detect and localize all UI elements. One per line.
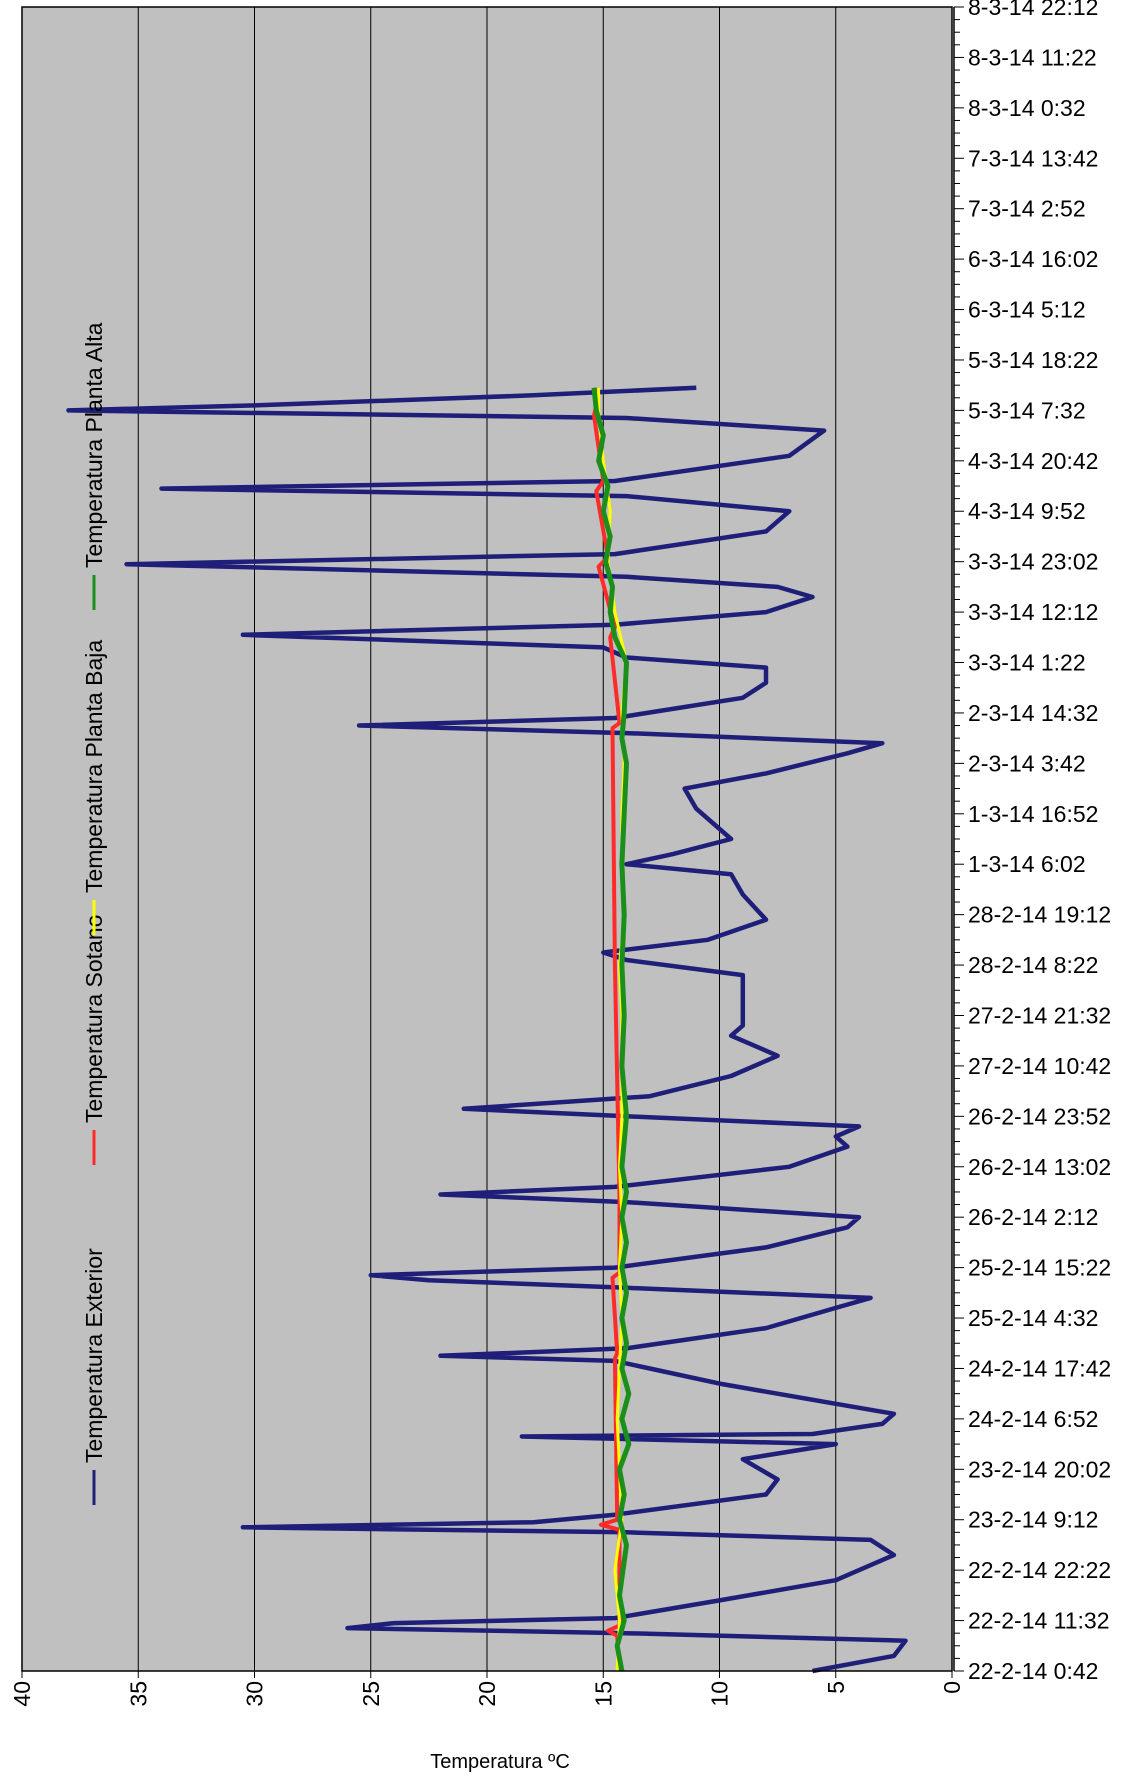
series-lines bbox=[66, 385, 908, 1674]
time-tick-label: 24-2-14 17:42 bbox=[968, 1355, 1111, 1381]
temp-tick-label: 35 bbox=[125, 1681, 151, 1707]
temperature-axis: 0 5 10 15 20 25 30 35 40 bbox=[9, 1671, 965, 1707]
time-tick-label: 8-3-14 22:12 bbox=[968, 0, 1098, 20]
legend: Temperatura Exterior Temperatura Sotano Te… bbox=[81, 322, 107, 1505]
time-tick-label: 4-3-14 9:52 bbox=[968, 498, 1086, 524]
time-tick-label: 6-3-14 5:12 bbox=[968, 297, 1086, 323]
time-tick-label: 3-3-14 12:12 bbox=[968, 599, 1098, 625]
time-tick-label: 2-3-14 14:32 bbox=[968, 700, 1098, 726]
temp-tick-label: 40 bbox=[9, 1681, 35, 1707]
series-line bbox=[591, 387, 632, 1672]
time-tick-label: 28-2-14 8:22 bbox=[968, 952, 1098, 978]
time-tick-label: 26-2-14 2:12 bbox=[968, 1204, 1098, 1230]
time-tick-label: 2-3-14 3:42 bbox=[968, 750, 1086, 776]
temp-tick-label: 25 bbox=[358, 1681, 384, 1707]
time-tick-label: 7-3-14 13:42 bbox=[968, 145, 1098, 171]
legend-label: Temperatura Planta Baja bbox=[81, 640, 107, 893]
legend-label: Temperatura Planta Alta bbox=[81, 322, 107, 568]
time-tick-label: 27-2-14 10:42 bbox=[968, 1053, 1111, 1079]
time-tick-label: 8-3-14 11:22 bbox=[968, 44, 1097, 70]
time-tick-label: 23-2-14 9:12 bbox=[968, 1507, 1098, 1533]
series-line bbox=[66, 385, 908, 1674]
time-tick-label: 8-3-14 0:32 bbox=[968, 95, 1086, 121]
legend-label: Temperatura Sotano bbox=[81, 915, 107, 1123]
temp-tick-label: 20 bbox=[474, 1681, 500, 1707]
time-axis: 22-2-14 0:42 22-2-14 11:32 22-2-14 22:22 23… bbox=[953, 0, 1111, 1684]
time-tick-label: 23-2-14 20:02 bbox=[968, 1456, 1111, 1482]
time-tick-label: 6-3-14 16:02 bbox=[968, 246, 1098, 272]
time-tick-label: 3-3-14 23:02 bbox=[968, 549, 1098, 575]
time-tick-label: 24-2-14 6:52 bbox=[968, 1406, 1098, 1432]
legend-group: Temperatura Exterior Temperatura Sotano Te… bbox=[81, 322, 107, 1505]
time-tick-label: 7-3-14 2:52 bbox=[968, 196, 1086, 222]
time-tick-label: 28-2-14 19:12 bbox=[968, 902, 1111, 928]
time-tick-label: 5-3-14 7:32 bbox=[968, 397, 1086, 423]
legend-label: Temperatura Exterior bbox=[81, 1248, 107, 1463]
time-tick-label: 26-2-14 23:52 bbox=[968, 1103, 1111, 1129]
gridlines bbox=[137, 7, 837, 1671]
time-tick-label: 5-3-14 18:22 bbox=[968, 347, 1098, 373]
temp-tick-label: 5 bbox=[823, 1681, 849, 1694]
time-tick-label: 22-2-14 11:32 bbox=[968, 1608, 1110, 1634]
time-tick-label: 26-2-14 13:02 bbox=[968, 1154, 1111, 1180]
time-tick-label: 25-2-14 4:32 bbox=[968, 1305, 1098, 1331]
time-tick-label: 25-2-14 15:22 bbox=[968, 1255, 1111, 1281]
time-tick-label: 22-2-14 0:42 bbox=[968, 1658, 1098, 1684]
temp-tick-label: 0 bbox=[939, 1681, 965, 1694]
time-tick-label: 4-3-14 20:42 bbox=[968, 448, 1098, 474]
time-tick-label: 1-3-14 6:02 bbox=[968, 851, 1086, 877]
temp-tick-label: 10 bbox=[707, 1681, 733, 1707]
time-tick-label: 3-3-14 1:22 bbox=[968, 650, 1086, 676]
x-axis-title: Temperatura ºC bbox=[430, 1751, 570, 1773]
time-tick-label: 27-2-14 21:32 bbox=[968, 1002, 1111, 1028]
time-tick-label: 1-3-14 16:52 bbox=[968, 801, 1098, 827]
temp-tick-label: 30 bbox=[242, 1681, 268, 1707]
temp-tick-label: 15 bbox=[590, 1681, 616, 1707]
time-tick-label: 22-2-14 22:22 bbox=[968, 1557, 1111, 1583]
